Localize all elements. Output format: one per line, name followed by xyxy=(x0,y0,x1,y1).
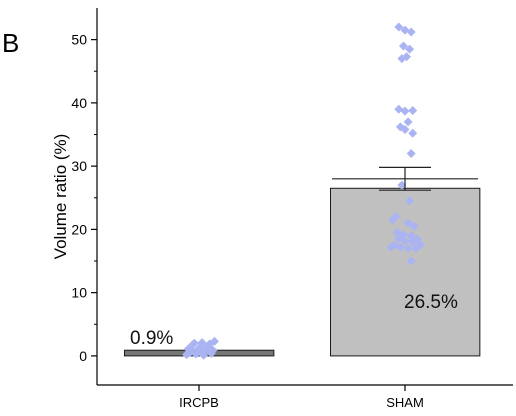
data-point-sham xyxy=(405,196,415,206)
data-point-sham xyxy=(395,242,405,252)
data-point-sham xyxy=(394,22,404,32)
data-label-sham: 26.5% xyxy=(404,292,458,313)
y-tick-label: 0 xyxy=(79,348,87,364)
data-point-ircpb xyxy=(197,338,207,348)
data-point-sham xyxy=(406,256,416,266)
data-point-sham xyxy=(402,52,412,62)
bar-sham xyxy=(330,187,481,357)
y-tick-label: 20 xyxy=(71,221,87,237)
data-point-sham xyxy=(386,242,396,252)
data-point-sham xyxy=(398,229,408,239)
data-point-sham xyxy=(408,105,418,115)
data-point-sham xyxy=(405,44,415,54)
data-point-ircpb xyxy=(202,342,212,352)
data-point-sham xyxy=(411,243,421,253)
data-point-ircpb xyxy=(196,347,206,357)
data-point-sham xyxy=(406,27,416,37)
data-point-sham xyxy=(397,180,407,190)
data-point-sham xyxy=(400,106,410,116)
data-point-ircpb xyxy=(208,345,218,355)
data-point-sham xyxy=(406,148,416,158)
x-tick-label-ircpb: IRCPB xyxy=(179,395,219,410)
data-point-sham xyxy=(403,218,413,228)
x-tick-label-sham: SHAM xyxy=(386,395,424,410)
y-axis-label: Volume ratio (%) xyxy=(51,134,70,260)
y-tick-label: 40 xyxy=(71,95,87,111)
y-tick-label: 10 xyxy=(71,285,87,301)
data-point-sham xyxy=(408,128,418,138)
data-point-sham xyxy=(391,212,401,222)
data-point-sham xyxy=(403,243,413,253)
data-point-sham xyxy=(400,236,410,246)
data-point-sham xyxy=(412,234,422,244)
data-point-sham xyxy=(398,41,408,51)
data-point-sham xyxy=(409,221,419,231)
data-label-ircpb: 0.9% xyxy=(130,328,173,349)
data-point-ircpb xyxy=(183,344,193,354)
panel-label: B xyxy=(2,28,20,58)
y-tick-label: 50 xyxy=(71,32,87,48)
data-point-sham xyxy=(400,25,410,35)
data-point-sham xyxy=(400,124,410,134)
data-point-sham xyxy=(406,231,416,241)
data-point-sham xyxy=(403,117,413,127)
y-tick-label: 30 xyxy=(71,158,87,174)
data-point-ircpb xyxy=(189,338,199,348)
